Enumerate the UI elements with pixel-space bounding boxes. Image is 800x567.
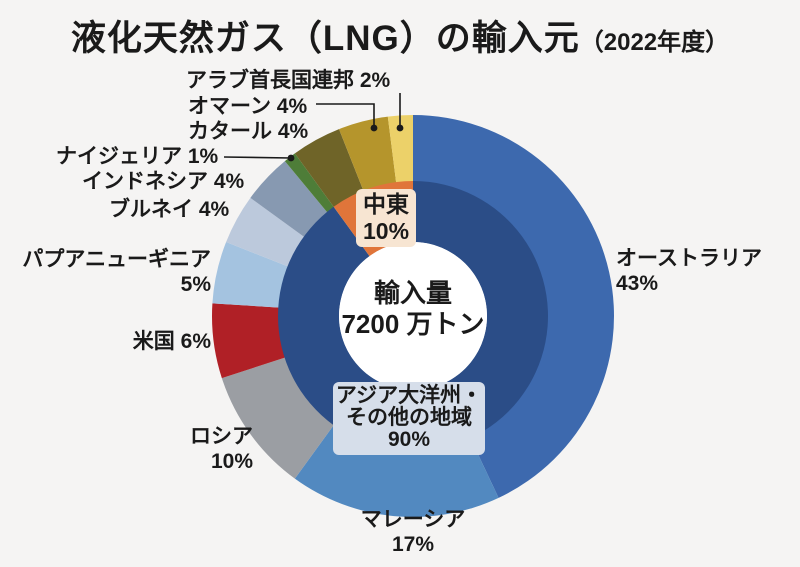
label-oman-pct: 4% [276, 95, 308, 118]
segment-papua-new-guinea [212, 242, 289, 308]
label-malaysia-pct: 17% [391, 533, 435, 556]
label-oman: オマーン 4% [188, 94, 307, 119]
segment-australia [413, 115, 614, 498]
chart-title: 液化天然ガス（LNG）の輸入元（2022年度） [0, 16, 800, 69]
center-total-label: 輸入量 7200 万トン [341, 278, 484, 340]
label-indonesia: インドネシア 4% [82, 169, 244, 194]
label-nigeria-pct: 1% [187, 145, 219, 168]
segment-russia [221, 357, 335, 479]
label-australia-name: オーストラリア [616, 247, 762, 270]
label-malaysia-name: マレーシア [360, 508, 466, 531]
label-malaysia: マレーシア 17% [361, 507, 466, 557]
label-asia-oceania-line1: アジア大洋州・ [335, 384, 483, 407]
center-circle [339, 242, 487, 390]
segment-nigeria [284, 153, 335, 213]
label-indonesia-name: インドネシア [82, 170, 208, 193]
label-middle-east-pct: 10% [363, 218, 410, 244]
label-usa-pct: 6% [180, 330, 211, 353]
label-uae-name: アラブ首長国連邦 [186, 69, 354, 92]
label-middle-east-name: 中東 [363, 191, 410, 217]
chart-title-main: 液化天然ガス（LNG）の輸入元 [70, 19, 580, 58]
label-middle-east: 中東 10% [356, 189, 417, 247]
label-australia: オーストラリア 43% [616, 246, 762, 296]
label-qatar-name: カタール [188, 120, 272, 143]
segment-oman [339, 116, 397, 192]
label-asia-oceania-line2: その他の地域 [346, 406, 472, 429]
label-papua-new-guinea: パプアニューギニア 5% [22, 247, 211, 297]
label-asia-oceania-others: アジア大洋州・ その他の地域 90% [333, 382, 485, 455]
label-russia-name: ロシア [190, 425, 253, 448]
label-papua-new-guinea-pct: 5% [180, 273, 211, 296]
label-oman-name: オマーン [188, 95, 271, 118]
label-uae: アラブ首長国連邦 2% [186, 68, 390, 93]
label-asia-oceania-pct: 90% [387, 428, 431, 451]
segment-brunei [226, 197, 305, 267]
label-russia-pct: 10% [210, 450, 253, 473]
label-brunei: ブルネイ 4% [109, 197, 229, 222]
label-qatar: カタール 4% [188, 119, 308, 144]
segment-uae [387, 115, 413, 184]
segment-indonesia [250, 161, 328, 238]
label-nigeria-name: ナイジェリア [56, 145, 182, 168]
label-usa-name: 米国 [132, 330, 175, 353]
label-indonesia-pct: 4% [213, 170, 245, 193]
chart-title-suffix: （2022年度） [579, 29, 730, 56]
label-nigeria: ナイジェリア 1% [56, 144, 218, 169]
center-total-line2: 7200 万トン [341, 309, 485, 339]
label-papua-new-guinea-name: パプアニューギニア [22, 248, 211, 271]
leader-dot-oman [370, 124, 378, 132]
center-total-line1: 輸入量 [373, 278, 453, 308]
label-brunei-name: ブルネイ [109, 198, 193, 221]
leader-dot-uae [396, 124, 404, 132]
label-russia: ロシア 10% [190, 424, 253, 474]
leader-line-oman [316, 103, 375, 125]
label-australia-pct: 43% [616, 272, 659, 295]
label-brunei-pct: 4% [198, 198, 230, 221]
label-usa: 米国 6% [133, 329, 211, 354]
label-qatar-pct: 4% [277, 120, 309, 143]
leader-line-nigeria [223, 156, 292, 159]
segment-qatar [294, 129, 364, 208]
label-uae-pct: 2% [359, 69, 391, 92]
segment-usa [212, 303, 286, 379]
leader-dot-nigeria [287, 154, 295, 162]
